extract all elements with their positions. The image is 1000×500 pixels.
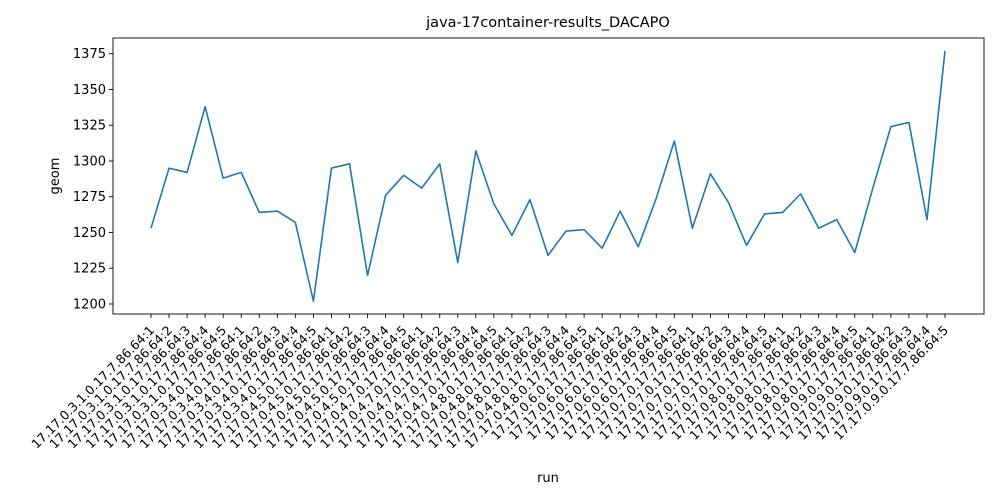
y-axis-label: geom (48, 158, 63, 195)
y-tick-label: 1350 (73, 83, 106, 98)
y-axis: 1200 1225 1250 1275 1300 1325 1350 1375 (73, 47, 113, 312)
y-tick-label: 1275 (73, 190, 106, 205)
y-tick-label: 1325 (73, 119, 106, 134)
y-tick-label: 1200 (73, 297, 106, 312)
y-tick-label: 1300 (73, 154, 106, 169)
plot-frame (112, 37, 985, 315)
y-tick-label: 1375 (73, 47, 106, 62)
x-axis-label: run (537, 471, 559, 486)
x-axis: 17.17.0.3.1.0.17.7.86.64:117.17.0.3.1.0.… (28, 314, 951, 451)
y-tick-label: 1225 (73, 262, 106, 277)
series-layer (150, 50, 946, 302)
y-tick-label: 1250 (73, 226, 106, 241)
chart-title: java-17container-results_DACAPO (425, 15, 670, 31)
